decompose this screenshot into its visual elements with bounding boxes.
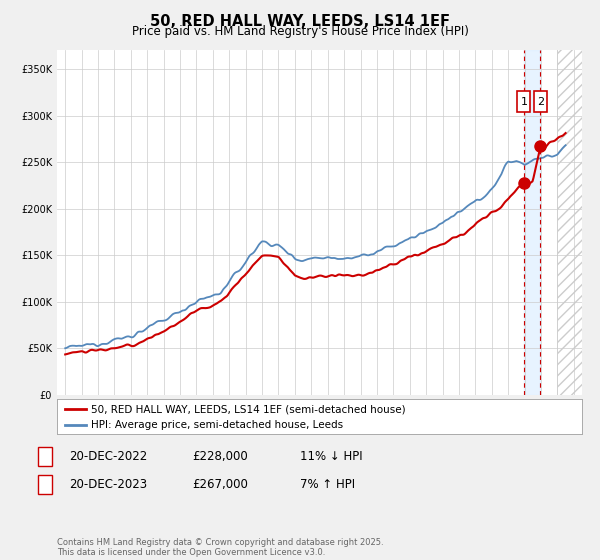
Text: 20-DEC-2022: 20-DEC-2022 bbox=[69, 450, 147, 463]
Text: 1: 1 bbox=[520, 96, 527, 106]
Text: £267,000: £267,000 bbox=[192, 478, 248, 491]
Bar bbox=[557, 4, 598, 395]
Text: 20-DEC-2023: 20-DEC-2023 bbox=[69, 478, 147, 491]
Bar bbox=[557, 50, 598, 395]
Text: Price paid vs. HM Land Registry's House Price Index (HPI): Price paid vs. HM Land Registry's House … bbox=[131, 25, 469, 38]
FancyBboxPatch shape bbox=[517, 91, 530, 112]
FancyBboxPatch shape bbox=[534, 91, 547, 112]
Text: 11% ↓ HPI: 11% ↓ HPI bbox=[300, 450, 362, 463]
Text: HPI: Average price, semi-detached house, Leeds: HPI: Average price, semi-detached house,… bbox=[91, 421, 343, 430]
Text: £228,000: £228,000 bbox=[192, 450, 248, 463]
Text: 2: 2 bbox=[537, 96, 544, 106]
Text: 50, RED HALL WAY, LEEDS, LS14 1EF (semi-detached house): 50, RED HALL WAY, LEEDS, LS14 1EF (semi-… bbox=[91, 404, 406, 414]
Text: 50, RED HALL WAY, LEEDS, LS14 1EF: 50, RED HALL WAY, LEEDS, LS14 1EF bbox=[150, 14, 450, 29]
Text: 2: 2 bbox=[41, 478, 49, 491]
Text: Contains HM Land Registry data © Crown copyright and database right 2025.
This d: Contains HM Land Registry data © Crown c… bbox=[57, 538, 383, 557]
Bar bbox=[557, 4, 598, 395]
Text: 1: 1 bbox=[41, 450, 49, 463]
Bar bbox=[524, 50, 541, 395]
Text: 7% ↑ HPI: 7% ↑ HPI bbox=[300, 478, 355, 491]
